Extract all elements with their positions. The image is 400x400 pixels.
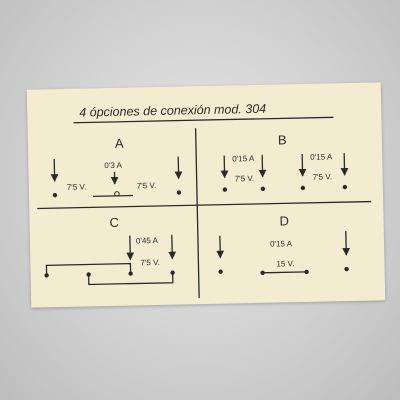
section-b-voltage-left: 7'5 V. [235,174,255,183]
section-d-terminal-4 [344,266,349,272]
horizontal-divider [37,200,372,210]
section-c-terminal-3 [128,271,133,276]
section-c: C 0'45 A 7'5 V. [44,215,177,286]
connection-card: 4 ópciones de conexión mod. 304 A 0'3 A … [26,82,386,308]
section-c-terminal-1 [44,273,49,278]
section-b-letter: B [278,132,287,147]
connection-diagram: 4 ópciones de conexión mod. 304 A 0'3 A … [37,102,372,299]
section-d: D 0'15 A 15 V. [216,213,351,276]
section-b: B 0'15 A 7'5 V. 0'15 A 7'5 V. [220,132,349,192]
section-a-current: 0'3 A [104,161,122,170]
section-a-terminal-3 [176,190,182,195]
section-a-voltage-right: 7'5 V. [137,181,157,190]
section-b-terminal-4 [342,184,348,190]
section-d-letter: D [279,213,289,228]
section-b-terminal-1 [222,187,228,192]
section-c-current: 0'45 A [136,236,159,245]
section-d-link [262,271,307,274]
section-a: A 0'3 A 7'5 V. 7'5 V. [50,136,183,198]
section-d-terminal-3 [304,269,309,275]
section-c-letter: C [109,215,119,230]
section-a-terminal-1 [52,192,58,198]
diagram-title: 4 ópciones de conexión mod. 304 [79,102,266,120]
section-a-link [92,194,134,198]
section-b-current-left: 0'15 A [232,154,255,163]
section-c-link-top [45,262,132,276]
section-b-voltage-right: 7'5 V. [313,172,333,181]
section-b-terminal-3 [300,185,306,191]
section-d-current: 0'15 A [270,239,293,248]
section-c-arrow-right [168,234,177,260]
section-c-arrow-left [126,235,135,261]
title-underline [73,116,334,124]
section-d-terminal-1 [218,269,223,274]
section-c-terminal-4 [170,270,175,275]
section-a-voltage-left: 7'5 V. [67,183,87,192]
section-d-arrow-right [342,231,351,256]
section-b-current-right: 0'15 A [310,152,333,161]
section-c-link-bottom [87,272,174,286]
section-a-letter: A [115,136,124,151]
section-d-terminal-2 [260,270,265,276]
section-c-terminal-2 [86,272,91,277]
vertical-divider [194,128,200,299]
section-b-terminal-2 [260,186,266,192]
section-c-voltage: 7'5 V. [140,258,160,267]
section-d-voltage: 15 V. [276,259,294,268]
